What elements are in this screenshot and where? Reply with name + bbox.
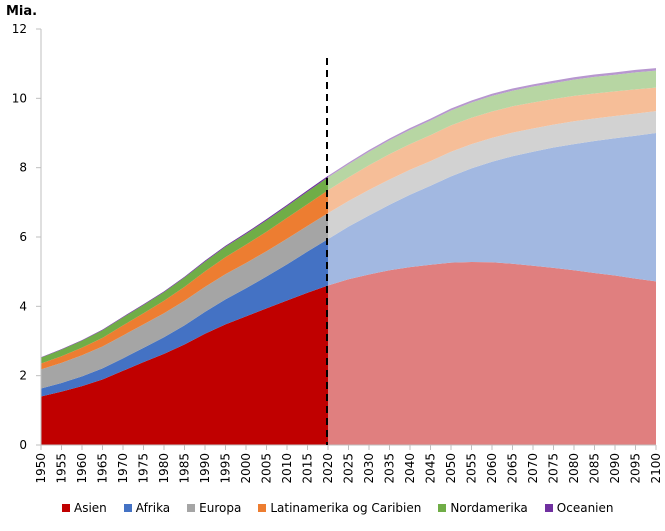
x-tick-label: 2030 xyxy=(362,453,376,484)
x-tick-label: 2040 xyxy=(403,453,417,484)
y-tick-label: 10 xyxy=(12,91,27,105)
legend: Asien Afrika Europa Latinamerika og Caribie… xyxy=(62,501,631,515)
x-tick-label: 2060 xyxy=(485,453,499,484)
legend-label: Nordamerika xyxy=(450,501,528,515)
x-tick-label: 2005 xyxy=(260,453,274,484)
legend-label: Europa xyxy=(199,501,242,515)
area-europa-historical xyxy=(41,213,328,389)
legend-swatch xyxy=(438,504,447,512)
x-tick-label: 2035 xyxy=(383,453,397,484)
x-tick-labels: 1950 1955 1960 1965 1970 1975 1980 1985 1990 1995… xyxy=(34,453,663,484)
x-tick-label: 2085 xyxy=(588,453,602,484)
legend-swatch xyxy=(62,504,70,512)
y-tick-label: 4 xyxy=(19,299,27,313)
x-tick-label: 2080 xyxy=(567,453,581,484)
area-asien-historical xyxy=(41,285,328,445)
legend-label: Oceanien xyxy=(556,501,614,515)
legend-label: Latinamerika og Caribien xyxy=(270,501,422,515)
x-tick-label: 1960 xyxy=(75,453,89,484)
y-tick-label: 0 xyxy=(19,438,27,452)
x-tick-label: 2015 xyxy=(301,453,315,484)
axes xyxy=(36,28,657,450)
x-tick-label: 1995 xyxy=(219,453,233,484)
x-tick-label: 2075 xyxy=(547,453,561,484)
x-tick-label: 1975 xyxy=(137,453,151,484)
area-asien-projected xyxy=(328,261,656,445)
legend-swatch xyxy=(544,504,553,512)
area-afrika-historical xyxy=(41,239,328,397)
area-layers xyxy=(41,68,656,445)
x-tick-label: 2055 xyxy=(465,453,479,484)
area-latinamerika-og-caribien-projected xyxy=(328,87,656,214)
legend-swatch xyxy=(123,504,132,512)
y-axis-unit-label: Mia. xyxy=(6,4,38,19)
y-tick-label: 2 xyxy=(19,369,27,383)
x-tick-label: 2070 xyxy=(526,453,540,484)
x-tick-label: 1950 xyxy=(34,453,48,484)
y-tick-label: 12 xyxy=(12,22,27,36)
y-tick-labels: 0 2 4 6 8 10 12 xyxy=(12,22,27,452)
x-tick-label: 1965 xyxy=(96,453,110,484)
x-tick-label: 2050 xyxy=(444,453,458,484)
x-tick-label: 1985 xyxy=(178,453,192,484)
legend-item: Nordamerika xyxy=(438,501,528,515)
legend-label: Afrika xyxy=(135,501,171,515)
legend-item: Europa xyxy=(187,501,241,515)
area-afrika-projected xyxy=(328,133,656,286)
legend-swatch xyxy=(258,504,267,512)
x-tick-label: 2095 xyxy=(629,453,643,484)
y-tick-label: 6 xyxy=(19,230,27,244)
y-tick-label: 8 xyxy=(19,161,27,175)
area-europa-projected xyxy=(328,111,656,240)
x-tick-label: 2045 xyxy=(424,453,438,484)
x-tick-label: 1955 xyxy=(55,453,69,484)
legend-label: Asien xyxy=(74,501,107,515)
x-tick-label: 1990 xyxy=(198,453,212,484)
legend-swatch xyxy=(187,504,196,512)
x-tick-label: 2025 xyxy=(342,453,356,484)
area-nordamerika-projected xyxy=(328,70,656,191)
legend-item: Oceanien xyxy=(544,501,614,515)
legend-item: Latinamerika og Caribien xyxy=(258,501,421,515)
x-tick-label: 2090 xyxy=(608,453,622,484)
x-tick-label: 2000 xyxy=(239,453,253,484)
x-tick-label: 1980 xyxy=(157,453,171,484)
x-tick-label: 2100 xyxy=(649,453,663,484)
legend-item: Asien xyxy=(62,501,107,515)
x-tick-label: 2010 xyxy=(280,453,294,484)
legend-item: Afrika xyxy=(123,501,171,515)
x-tick-label: 2020 xyxy=(321,453,335,484)
x-tick-label: 2065 xyxy=(506,453,520,484)
x-tick-label: 1970 xyxy=(116,453,130,484)
